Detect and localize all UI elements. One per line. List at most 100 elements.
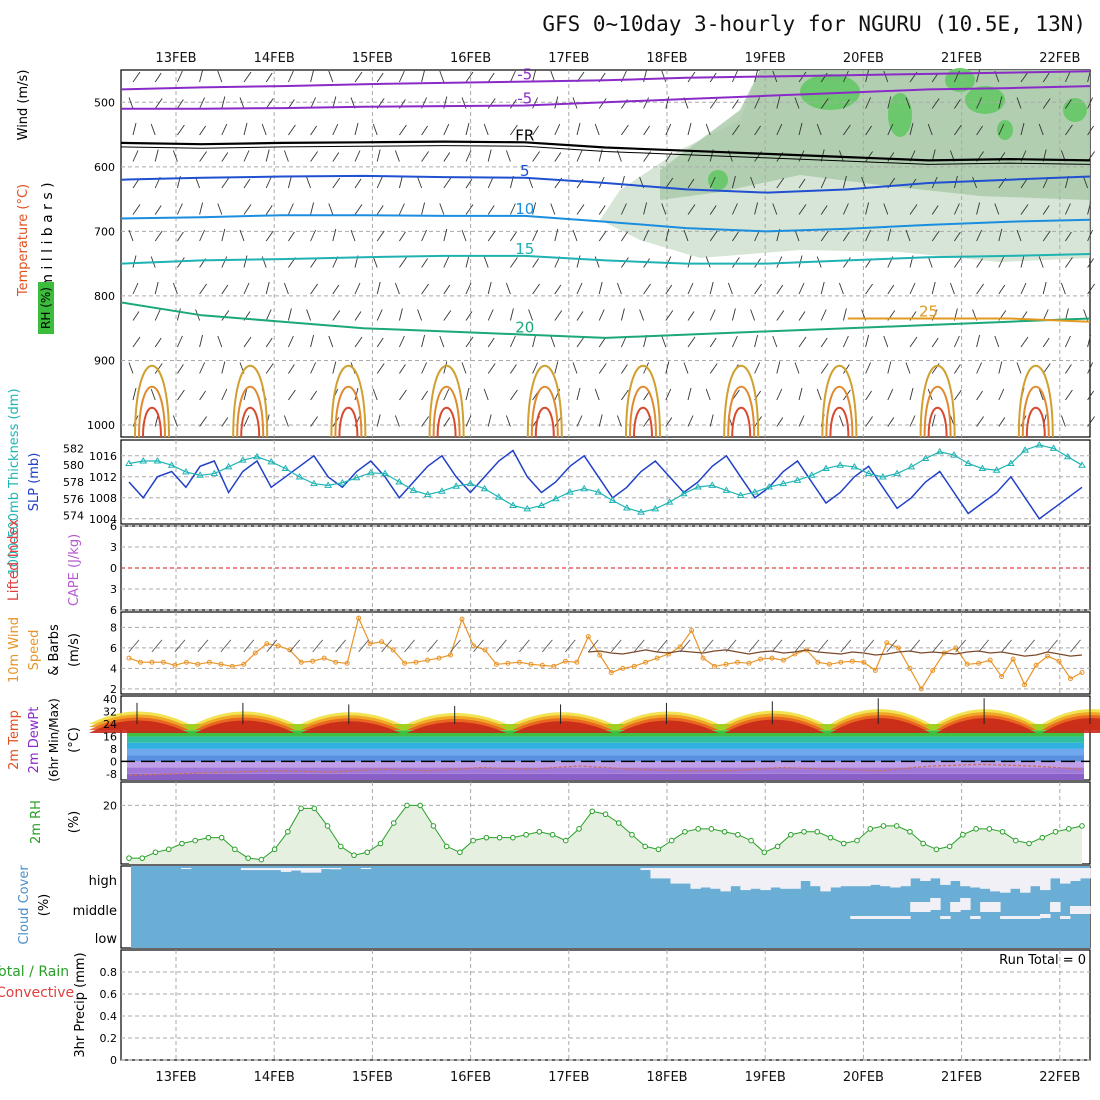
temp-contour (120, 140, 1091, 162)
precip-tick: 0.2 (100, 1032, 118, 1045)
wind-barb (616, 282, 622, 295)
thickness-marker (1006, 459, 1015, 467)
wind10-marker (849, 658, 855, 664)
wind-barb (976, 258, 983, 268)
thickness-marker (836, 461, 845, 468)
wind-barb (376, 72, 384, 83)
date-label-bottom: 20FEB (843, 1070, 884, 1085)
wind-barb (709, 205, 717, 215)
wind-barb (265, 72, 273, 83)
rh2m-marker (192, 837, 198, 844)
wind10-barb (748, 639, 760, 653)
wind-barb (199, 362, 206, 374)
wind-barb (1083, 176, 1089, 189)
wind10-marker (723, 661, 729, 667)
wind10-marker (1045, 653, 1051, 659)
wind-barb (820, 337, 828, 348)
wind-barb (487, 363, 496, 374)
rh2m-marker (377, 840, 384, 847)
wind-barb (976, 202, 981, 215)
chart-title: GFS 0~10day 3-hourly for NGURU (10.5E, 1… (542, 12, 1086, 36)
temp-tick: 40 (103, 693, 117, 706)
wind-barb (265, 281, 270, 295)
wind-barb (620, 308, 625, 321)
wind10-marker (780, 657, 786, 663)
wind-barb (239, 97, 245, 109)
wind-barb (909, 122, 914, 136)
rh2m-marker (1079, 823, 1085, 829)
wind-barb (243, 71, 252, 83)
wind-barb (838, 415, 844, 427)
wind-barb (776, 417, 784, 427)
wind-barb (842, 335, 849, 348)
wind-barb (154, 363, 163, 374)
wind-barb (909, 336, 918, 348)
wind-barb (199, 69, 204, 83)
wind-barb (376, 363, 385, 374)
wind-barb (177, 231, 184, 242)
wind10-marker (1010, 656, 1016, 662)
wind-barb (732, 124, 740, 136)
thickness-marker (438, 487, 446, 494)
wind-barb (621, 257, 629, 268)
wind-barb (265, 205, 273, 215)
rh2m-marker (271, 846, 278, 853)
wind-barb (820, 72, 828, 83)
wind-barb (532, 202, 537, 215)
wind-barb (621, 389, 629, 401)
date-label-bottom: 22FEB (1039, 1070, 1080, 1085)
high-cloud-gap (300, 868, 312, 873)
precip-tick: 0.4 (100, 1010, 118, 1023)
upper-panel: -5 -5 FR 5 10 15 20 25 (120, 66, 1095, 438)
wind10-barb (289, 639, 301, 653)
wind-barb (417, 176, 423, 189)
wind-barb (887, 284, 895, 295)
thickness-marker (580, 484, 589, 492)
wind-barb (909, 282, 916, 295)
middle-cloud-gap (950, 902, 961, 912)
wind-barb (1064, 203, 1071, 215)
wind10-marker (1079, 669, 1085, 675)
wind-barb (554, 123, 561, 136)
wind-barb (532, 334, 537, 348)
slp-tick: 1012 (89, 471, 117, 484)
wind10-marker (241, 661, 247, 667)
wind-barb (709, 176, 716, 189)
rh2m-marker (602, 811, 609, 818)
high-cloud-gap (250, 868, 262, 871)
wind-barb (199, 125, 206, 136)
thickness-tick: 574 (63, 510, 84, 523)
wind-barb (1064, 70, 1071, 83)
wind-barb (399, 231, 406, 242)
high-cloud-gap (1030, 868, 1041, 887)
wind10-barb (863, 639, 875, 653)
wind10-barb (886, 639, 898, 653)
date-label-top: 18FEB (646, 51, 687, 66)
rh2m-marker (615, 820, 622, 826)
slp-axis-label: SLP (mb) (27, 453, 42, 512)
wind10-barb (1047, 639, 1058, 653)
wind10-marker (539, 662, 545, 668)
wind10-marker (1068, 676, 1074, 682)
wind10-panel (120, 611, 1091, 695)
wind-barb (705, 388, 711, 401)
wind-barb (576, 311, 584, 321)
wind10-marker (654, 655, 660, 661)
precip-panel: Run Total = 0 (120, 949, 1091, 1061)
wind-barb (620, 203, 627, 215)
wind-barb (421, 125, 428, 136)
wind10-barb (725, 639, 737, 653)
wind10-line (128, 616, 1083, 691)
high-cloud-gap (310, 868, 322, 873)
wind-barb (265, 176, 272, 189)
wind-barb (887, 123, 894, 136)
middle-cloud-gap (1080, 906, 1091, 914)
wind-barb (287, 335, 294, 348)
high-cloud-gap (360, 868, 372, 870)
wind-barb (594, 123, 600, 136)
high-cloud-gap (890, 868, 901, 888)
wind-barb (465, 415, 472, 427)
rh2m-marker (390, 820, 397, 826)
wind-barb (709, 363, 718, 374)
wind-barb (687, 282, 694, 295)
